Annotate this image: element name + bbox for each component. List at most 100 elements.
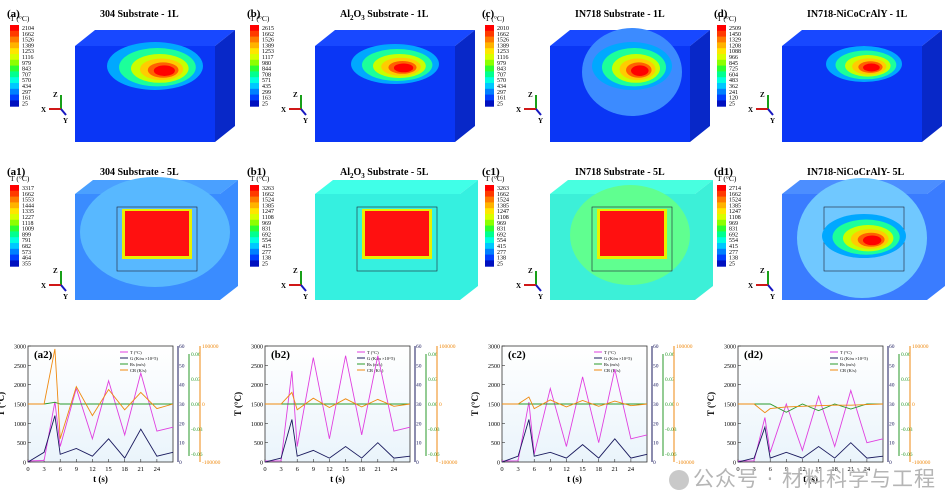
colorbar-band [10,225,19,232]
substrate-top [315,30,475,46]
x-tick-label: 15 [815,466,822,473]
colorbar-tick: 1247 [729,209,741,215]
colorbar-tick: 979 [22,61,31,67]
legend-entry: CR (K/s) [130,368,147,373]
colorbar-tick: 1662 [497,32,509,38]
substrate-side [690,30,710,142]
colorbar-tick: 1253 [22,49,34,55]
colorbar-band [485,30,494,38]
colorbar-tick: 2714 [729,186,741,192]
legend-entry: T (°C) [840,350,852,355]
substrate-block-mid [550,180,713,300]
rs-tick-label: -0.06 [901,452,913,458]
panel-label: (b2) [271,349,290,361]
colorbar-tick: 1385 [497,203,509,209]
colorbar-band [485,243,494,250]
colorbar-band [10,83,19,90]
colorbar-band [717,237,726,244]
deposit-outline [591,206,673,272]
colorbar-tick: 25 [262,101,268,107]
y-tick-label: 500 [491,441,500,447]
colorbar-tick: 1526 [497,38,509,44]
rs-tick-label: -0.03 [665,427,677,433]
cr-tick-label: -100000 [676,460,695,466]
colorbar-tick: 692 [262,232,271,238]
colorbar-band [717,36,726,43]
colorbar-band [10,77,19,84]
y-tick-label: 500 [254,441,263,447]
x-tick-label: 0 [26,466,29,473]
colorbar-band [485,94,494,101]
colorbar-tick: 435 [262,84,271,90]
series-line [501,369,648,462]
colorbar-band [250,36,259,43]
x-axis-label: X [516,282,521,290]
colorbar-band [717,100,726,107]
y-tick-label: 0 [260,461,263,467]
colorbar-tick: 1662 [262,192,274,198]
y-tick-label: 2500 [14,364,26,370]
substrate-side [695,180,713,300]
legend-entry: G (K/m ×10^5) [604,356,632,361]
panel-title: Al2O3 Substrate - 5L [340,167,429,180]
y-tick-label: 2000 [488,383,500,389]
x-axis-title: t (s) [567,474,582,484]
colorbar-tick: 1389 [497,43,509,49]
colorbar-band [485,190,494,198]
y-tick-label: 0 [733,461,736,467]
x-tick-label: 9 [75,466,78,473]
colorbar-tick: 1450 [729,32,741,38]
colorbar-band [485,100,494,107]
colorbar-tick: 25 [497,261,503,267]
colorbar-band [250,231,259,238]
colorbar-band [717,248,726,256]
panel-label: (a1) [7,166,26,178]
colorbar-band [10,231,19,238]
colorbar-tick: 1247 [262,209,274,215]
x-tick-label: 21 [375,466,382,473]
colorbar-tick: 241 [729,90,738,96]
x-tick-label: 9 [312,466,315,473]
g-tick-label: 10 [416,441,422,447]
x-axis-title: t (s) [93,474,108,484]
colorbar-tick: 570 [22,78,31,84]
colorbar-band [485,185,494,192]
y-tick-label: 1000 [251,422,263,428]
g-tick-label: 30 [653,402,659,408]
panel-label: (c2) [508,349,526,361]
colorbar-tick: 1118 [22,221,34,227]
y-axis-title: T (°C) [233,392,243,416]
rs-tick-label: -0.06 [191,452,203,458]
series-line [28,348,174,439]
colorbar-tick: 692 [497,232,506,238]
colorbar-top: T (°C) 2615166215261389125311179808447085… [250,14,274,107]
colorbar-mid: T (°C) 2714166215241385124711089698316925… [717,174,741,267]
y-axis-arrow [767,108,774,116]
x-axis-label: X [281,106,286,114]
x-axis-label: X [748,282,753,290]
colorbar-tick: 25 [729,101,735,107]
x-tick-label: 18 [831,466,838,473]
panel-title: Al2O3 Substrate - 1L [340,9,429,22]
watermark: 公众号 · 材料科学与工程 [668,463,936,493]
x-tick-label: 12 [326,466,333,473]
y-tick-label: 3000 [724,345,736,351]
colorbar-band [717,42,726,49]
colorbar-band [485,36,494,43]
colorbar-tick: 969 [497,221,506,227]
colorbar-band [717,190,726,198]
rs-tick-label: 0.03 [428,377,438,383]
colorbar-tick: 707 [497,72,506,78]
melt-pool [863,63,880,72]
cr-tick-label: 0 [439,402,442,408]
panel-header-mid: (b1) Al2O3 Substrate - 5L [247,166,429,180]
colorbar-tick: 1335 [22,209,34,215]
z-axis-label: Z [293,91,298,99]
melt-pool [600,211,664,256]
panel-label: (d) [714,8,728,20]
y-tick-label: 1500 [488,403,500,409]
panel-label: (c) [482,8,495,20]
colorbar-band [485,83,494,90]
colorbar-tick: 1662 [22,32,34,38]
